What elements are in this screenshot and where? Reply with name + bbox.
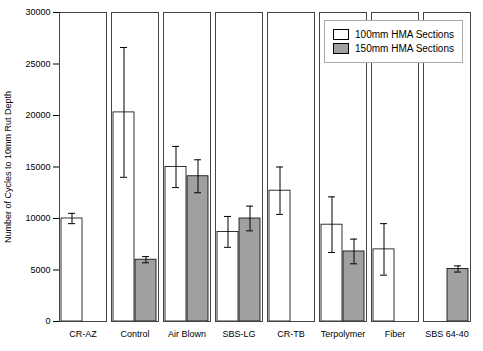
svg-text:Air Blown: Air Blown [168, 329, 206, 339]
svg-text:SBS-LG: SBS-LG [222, 329, 255, 339]
svg-text:30000: 30000 [25, 7, 50, 17]
svg-text:5000: 5000 [30, 265, 50, 275]
svg-text:CR-AZ: CR-AZ [69, 329, 97, 339]
svg-text:Number of Cycles to 10mm Rut D: Number of Cycles to 10mm Rut Depth [3, 91, 13, 243]
svg-text:25000: 25000 [25, 59, 50, 69]
svg-text:Fiber: Fiber [385, 329, 406, 339]
svg-text:10000: 10000 [25, 213, 50, 223]
svg-text:SBS 64-40: SBS 64-40 [425, 329, 469, 339]
svg-text:Control: Control [120, 329, 149, 339]
svg-text:20000: 20000 [25, 110, 50, 120]
svg-text:0: 0 [45, 316, 50, 326]
html-text:100mm HMA Sections: 100mm HMA Sections [355, 29, 454, 40]
svg-text:CR-TB: CR-TB [277, 329, 305, 339]
svg-text:15000: 15000 [25, 162, 50, 172]
svg-text:Terpolymer: Terpolymer [321, 329, 366, 339]
html-text:150mm HMA Sections: 150mm HMA Sections [355, 43, 454, 54]
